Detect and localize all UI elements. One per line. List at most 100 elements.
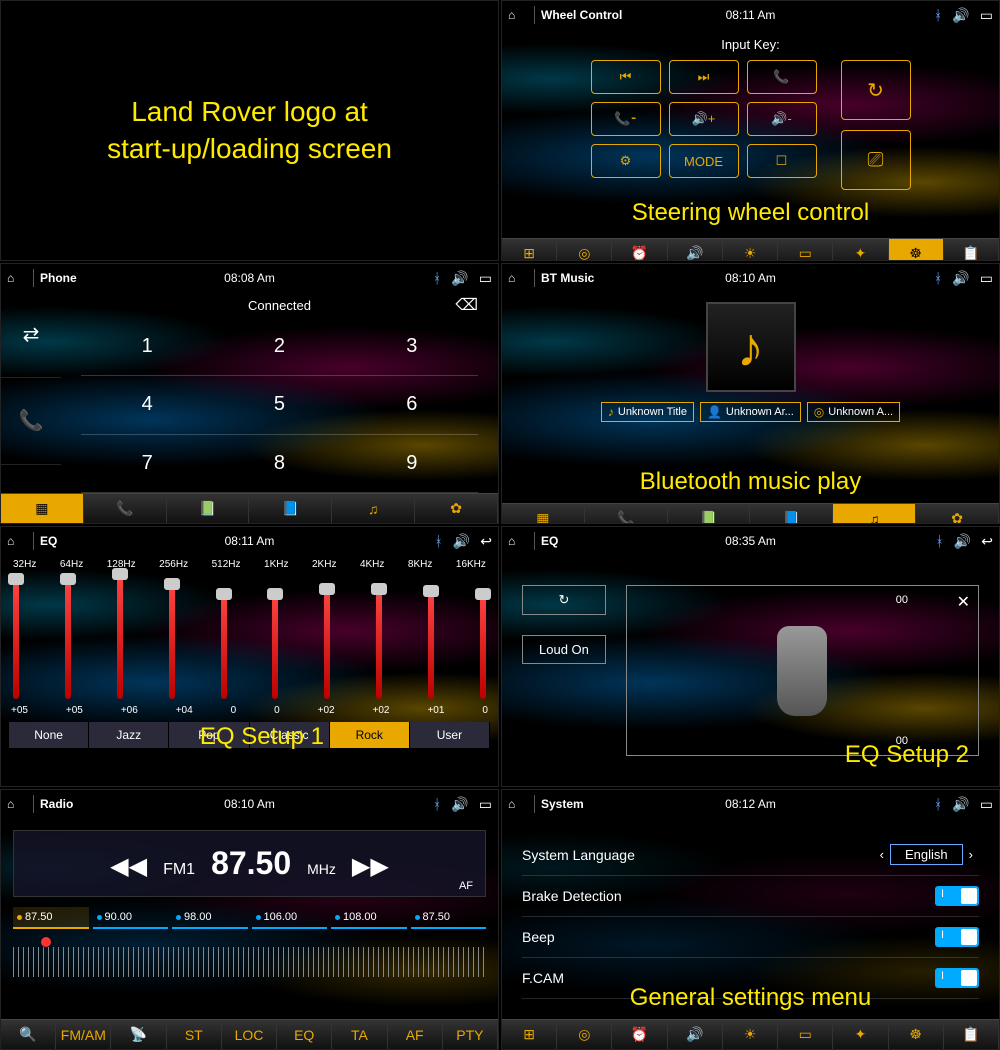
loud-button[interactable]: Loud On: [522, 635, 606, 664]
nav-item[interactable]: ✦: [833, 239, 888, 261]
nav-item[interactable]: LOC: [222, 1020, 277, 1049]
eq-slider[interactable]: [376, 589, 382, 699]
volume-icon[interactable]: 🔊: [451, 270, 468, 287]
wheel-button[interactable]: 📞: [747, 60, 817, 94]
eq-slider[interactable]: [324, 589, 330, 699]
fader-balance-area[interactable]: ✕ 00 00: [626, 585, 979, 756]
nav-item[interactable]: ▦: [1, 494, 84, 523]
radio-preset[interactable]: 98.00: [172, 907, 248, 929]
nav-item[interactable]: 📘: [249, 494, 332, 523]
reset-button[interactable]: ↻: [522, 585, 606, 615]
wheel-button[interactable]: MODE: [669, 144, 739, 178]
volume-icon[interactable]: 🔊: [451, 796, 468, 813]
nav-item[interactable]: EQ: [277, 1020, 332, 1049]
toggle-switch[interactable]: I: [935, 927, 979, 947]
display-icon[interactable]: ▭: [980, 796, 993, 813]
home-icon[interactable]: ⌂: [7, 797, 27, 811]
dial-key[interactable]: 3: [346, 318, 478, 376]
radio-preset[interactable]: 90.00: [93, 907, 169, 929]
wheel-button[interactable]: 📞⁃: [591, 102, 661, 136]
dial-key[interactable]: 5: [213, 376, 345, 434]
nav-item[interactable]: 📡: [111, 1020, 166, 1049]
nav-item[interactable]: ☸: [889, 239, 944, 261]
backspace-icon[interactable]: ⌫: [455, 295, 478, 315]
radio-preset[interactable]: 108.00: [331, 907, 407, 929]
volume-icon[interactable]: 🔊: [952, 270, 969, 287]
nav-item[interactable]: ☀: [723, 239, 778, 261]
eq-slider[interactable]: [272, 594, 278, 699]
tuner-scale[interactable]: [13, 947, 486, 977]
eq-slider[interactable]: [221, 594, 227, 699]
dial-key[interactable]: 8: [213, 435, 345, 493]
radio-preset[interactable]: 87.50: [13, 907, 89, 929]
toggle-switch[interactable]: I: [935, 968, 979, 988]
display-icon[interactable]: ▭: [479, 270, 492, 287]
nav-item[interactable]: 🔊: [668, 239, 723, 261]
back-icon[interactable]: ↩: [981, 533, 993, 550]
nav-item[interactable]: 📗: [668, 504, 751, 524]
lang-value[interactable]: English: [890, 844, 963, 865]
eq-slider[interactable]: [169, 584, 175, 699]
nav-item[interactable]: PTY: [443, 1020, 498, 1049]
dial-key[interactable]: 2: [213, 318, 345, 376]
nav-item[interactable]: ST: [167, 1020, 222, 1049]
nav-item[interactable]: ✿: [415, 494, 498, 523]
toggle-switch[interactable]: I: [935, 886, 979, 906]
nav-item[interactable]: 📞: [84, 494, 167, 523]
prev-lang[interactable]: ‹: [874, 847, 890, 862]
nav-item[interactable]: ☀: [723, 1020, 778, 1049]
wheel-button[interactable]: ☐: [747, 144, 817, 178]
nav-item[interactable]: AF: [388, 1020, 443, 1049]
nav-item[interactable]: FM/AM: [56, 1020, 111, 1049]
nav-item[interactable]: 📗: [167, 494, 250, 523]
home-icon[interactable]: ⌂: [508, 271, 528, 285]
back-icon[interactable]: ↩: [480, 533, 492, 550]
nav-item[interactable]: ♫: [332, 494, 415, 523]
nav-item[interactable]: ♫: [833, 504, 916, 524]
nav-item[interactable]: ▭: [778, 1020, 833, 1049]
volume-icon[interactable]: 🔊: [952, 7, 969, 24]
seek-up-icon[interactable]: ▶▶: [352, 852, 389, 881]
nav-item[interactable]: ✿: [916, 504, 999, 524]
wheel-button[interactable]: ⏭: [669, 60, 739, 94]
home-icon[interactable]: ⌂: [508, 534, 528, 548]
nav-item[interactable]: ✦: [833, 1020, 888, 1049]
nav-item[interactable]: ◎: [557, 239, 612, 261]
phone-side-button[interactable]: ⇄: [1, 292, 61, 378]
seek-down-icon[interactable]: ◀◀: [110, 852, 147, 881]
nav-item[interactable]: ⊞: [502, 239, 557, 261]
volume-icon[interactable]: 🔊: [952, 796, 969, 813]
home-icon[interactable]: ⌂: [7, 271, 27, 285]
dial-key[interactable]: 6: [346, 376, 478, 434]
eq-slider[interactable]: [480, 594, 486, 699]
nav-item[interactable]: ◎: [557, 1020, 612, 1049]
radio-preset[interactable]: 106.00: [252, 907, 328, 929]
nav-item[interactable]: 📋: [944, 1020, 999, 1049]
wheel-button[interactable]: 🔊-: [747, 102, 817, 136]
volume-icon[interactable]: 🔊: [954, 533, 971, 550]
nav-item[interactable]: 📋: [944, 239, 999, 261]
eq-slider[interactable]: [428, 591, 434, 699]
eq-preset-button[interactable]: None: [9, 722, 89, 748]
wheel-button[interactable]: ⚙: [591, 144, 661, 178]
nav-item[interactable]: ▭: [778, 239, 833, 261]
nav-item[interactable]: 🔊: [668, 1020, 723, 1049]
dial-key[interactable]: 7: [81, 435, 213, 493]
eq-preset-button[interactable]: Rock: [330, 722, 410, 748]
display-icon[interactable]: ▭: [479, 796, 492, 813]
nav-item[interactable]: ⏰: [612, 239, 667, 261]
eq-slider[interactable]: [13, 579, 19, 699]
nav-item[interactable]: ⏰: [612, 1020, 667, 1049]
dial-key[interactable]: 9: [346, 435, 478, 493]
close-icon[interactable]: ✕: [957, 592, 970, 612]
nav-item[interactable]: 📞: [585, 504, 668, 524]
tuner-needle[interactable]: [41, 937, 51, 947]
nav-item[interactable]: 📘: [750, 504, 833, 524]
display-icon[interactable]: ▭: [980, 270, 993, 287]
radio-preset[interactable]: 87.50: [411, 907, 487, 929]
wheel-side-button[interactable]: ⎚: [841, 130, 911, 190]
dial-key[interactable]: 4: [81, 376, 213, 434]
home-icon[interactable]: ⌂: [508, 797, 528, 811]
home-icon[interactable]: ⌂: [508, 8, 528, 22]
eq-slider[interactable]: [65, 579, 71, 699]
